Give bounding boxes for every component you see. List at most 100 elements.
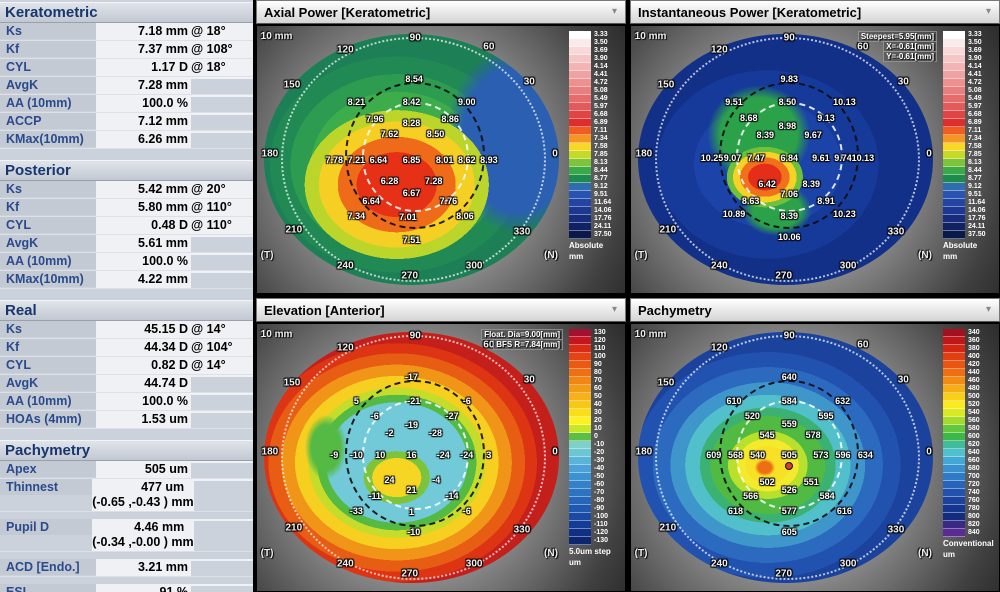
- scale-swatch: [943, 47, 965, 55]
- map-value-label: 9.83: [780, 74, 798, 85]
- map-value-label: 7.34: [347, 210, 366, 221]
- scale-tick-label: 37.50: [594, 231, 612, 238]
- data-row: Thinnest 477 um (-0.65 ,-0.43 ) mm: [0, 479, 253, 512]
- map-value-label: -6: [462, 396, 471, 407]
- scale-tick-label: 50: [594, 393, 602, 400]
- map-value-label: -21: [407, 396, 421, 407]
- instantaneous-power-map[interactable]: 10 mm (T) (N) 90 120 150 180 210 240 270 300 330 0 30…: [630, 24, 1000, 294]
- ring-angle-label: 30: [523, 76, 535, 88]
- scale-swatch: [569, 223, 591, 231]
- scale-row: 4.72: [569, 79, 623, 87]
- scale-row: 8.13: [569, 159, 623, 167]
- scale-tick-label: 3.50: [968, 39, 982, 46]
- scale-swatch: [569, 111, 591, 119]
- scale-row: 80: [569, 369, 623, 377]
- value-text: 4.22 mm: [137, 272, 188, 286]
- row-value: 5.61 mm: [96, 235, 191, 252]
- value-text: 44.74 D: [144, 376, 188, 390]
- scale-row: 110: [569, 345, 623, 353]
- scale-row: 40: [569, 401, 623, 409]
- map-value-label: 526: [781, 484, 797, 495]
- scale-tick-label: 400: [968, 353, 980, 360]
- scale-row: 3.69: [569, 47, 623, 55]
- thinnest-point-marker: [785, 461, 794, 470]
- chevron-down-icon[interactable]: ▾: [611, 304, 618, 315]
- scale-tick-label: 500: [968, 393, 980, 400]
- angle-text: [191, 77, 253, 79]
- scale-tick-label: 840: [968, 529, 980, 536]
- value-text: 4.46 mm: [134, 520, 185, 534]
- scale-swatch: [943, 63, 965, 71]
- scale-tick-label: 760: [968, 497, 980, 504]
- scale-tick-label: 6.89: [594, 119, 608, 126]
- scale-row: 740: [943, 489, 997, 497]
- angle-text: [191, 461, 253, 463]
- scale-tick-label: 4.14: [968, 63, 982, 70]
- section-title: Posterior: [0, 160, 253, 181]
- ring-angle-label: 60: [483, 339, 495, 351]
- scale-swatch: [569, 95, 591, 103]
- scale-swatch: [569, 345, 591, 353]
- angle-text: [191, 559, 253, 561]
- map-value-label: 8.98: [778, 121, 797, 132]
- chevron-down-icon[interactable]: ▾: [985, 6, 992, 17]
- scale-row: 4.72: [943, 79, 997, 87]
- scale-tick-label: 11.64: [968, 199, 986, 206]
- angle-text: @ 18°: [191, 23, 253, 40]
- map-value-label: 584: [819, 491, 835, 502]
- scale-swatch: [569, 377, 591, 385]
- scale-tick-label: 7.11: [968, 127, 982, 134]
- angle-text: [191, 271, 253, 273]
- map-value-label: 596: [835, 449, 851, 460]
- scale-row: 640: [943, 449, 997, 457]
- pachymetry-map[interactable]: 10 mm (T) (N) 90 120 150 180 210 240 270 300 330 0 30…: [630, 322, 1000, 592]
- data-row: ACCP 7.12 mm: [0, 113, 253, 131]
- quadrant-axial-power: Axial Power [Keratometric] ▾ 10 mm (T) (N)…: [256, 0, 626, 294]
- map-corner-label: (T): [260, 250, 274, 262]
- value-text: 505 um: [144, 462, 188, 476]
- scale-swatch: [569, 521, 591, 529]
- scale-row: 400: [943, 353, 997, 361]
- map-corner-label: 10 mm: [634, 329, 667, 341]
- row-label: Ks: [0, 181, 96, 197]
- value-text: 100.0 %: [142, 254, 188, 268]
- row-label: CYL: [0, 217, 96, 233]
- scale-row: -40: [569, 465, 623, 473]
- scale-tick-label: 640: [968, 449, 980, 456]
- value-text: 45.15 D: [144, 322, 188, 336]
- scale-row: 440: [943, 369, 997, 377]
- scale-tick-label: 6.89: [968, 119, 982, 126]
- data-row: Kf 44.34 D @ 104°: [0, 339, 253, 357]
- quadrant-elevation-anterior: Elevation [Anterior] ▾ 10 mm (T) (N) 90 120 1…: [256, 298, 626, 592]
- scale-tick-label: 560: [968, 417, 980, 424]
- map-value-label: -10: [349, 449, 363, 460]
- data-row: CYL 0.48 D @ 110°: [0, 217, 253, 235]
- pupil-dashed-circle: [735, 102, 843, 212]
- scale-tick-label: 3.90: [594, 55, 608, 62]
- scale-tick-label: 360: [968, 337, 980, 344]
- data-row: AA (10mm) 100.0 %: [0, 253, 253, 271]
- ring-angle-label: 270: [775, 270, 793, 282]
- chevron-down-icon[interactable]: ▾: [985, 304, 992, 315]
- map-value-label: 6.67: [402, 187, 421, 198]
- scale-row: 7.58: [943, 143, 997, 151]
- scale-tick-label: 820: [968, 521, 980, 528]
- axial-power-map[interactable]: 10 mm (T) (N) 90 120 150 180 210 240 270 300 330 0 30…: [256, 24, 626, 294]
- elevation-anterior-map[interactable]: 10 mm (T) (N) 90 120 150 180 210 240 270 300 330 0 30…: [256, 322, 626, 592]
- scale-tick-label: 520: [968, 401, 980, 408]
- scale-tick-label: 5.49: [594, 95, 608, 102]
- pupil-dashed-circle: [361, 102, 469, 212]
- scale-unit-label: um: [569, 558, 581, 567]
- scale-swatch: [943, 385, 965, 393]
- scale-swatch: [569, 71, 591, 79]
- map-value-label: 632: [835, 396, 851, 407]
- scale-swatch: [569, 329, 591, 337]
- chevron-down-icon[interactable]: ▾: [611, 6, 618, 17]
- row-value: 1.17 D: [96, 59, 191, 76]
- ring-angle-label: 120: [710, 342, 728, 354]
- map-corner-label: (T): [260, 548, 274, 560]
- scale-swatch: [943, 207, 965, 215]
- row-value: 7.37 mm: [96, 41, 191, 58]
- scale-tick-label: 5.97: [968, 103, 982, 110]
